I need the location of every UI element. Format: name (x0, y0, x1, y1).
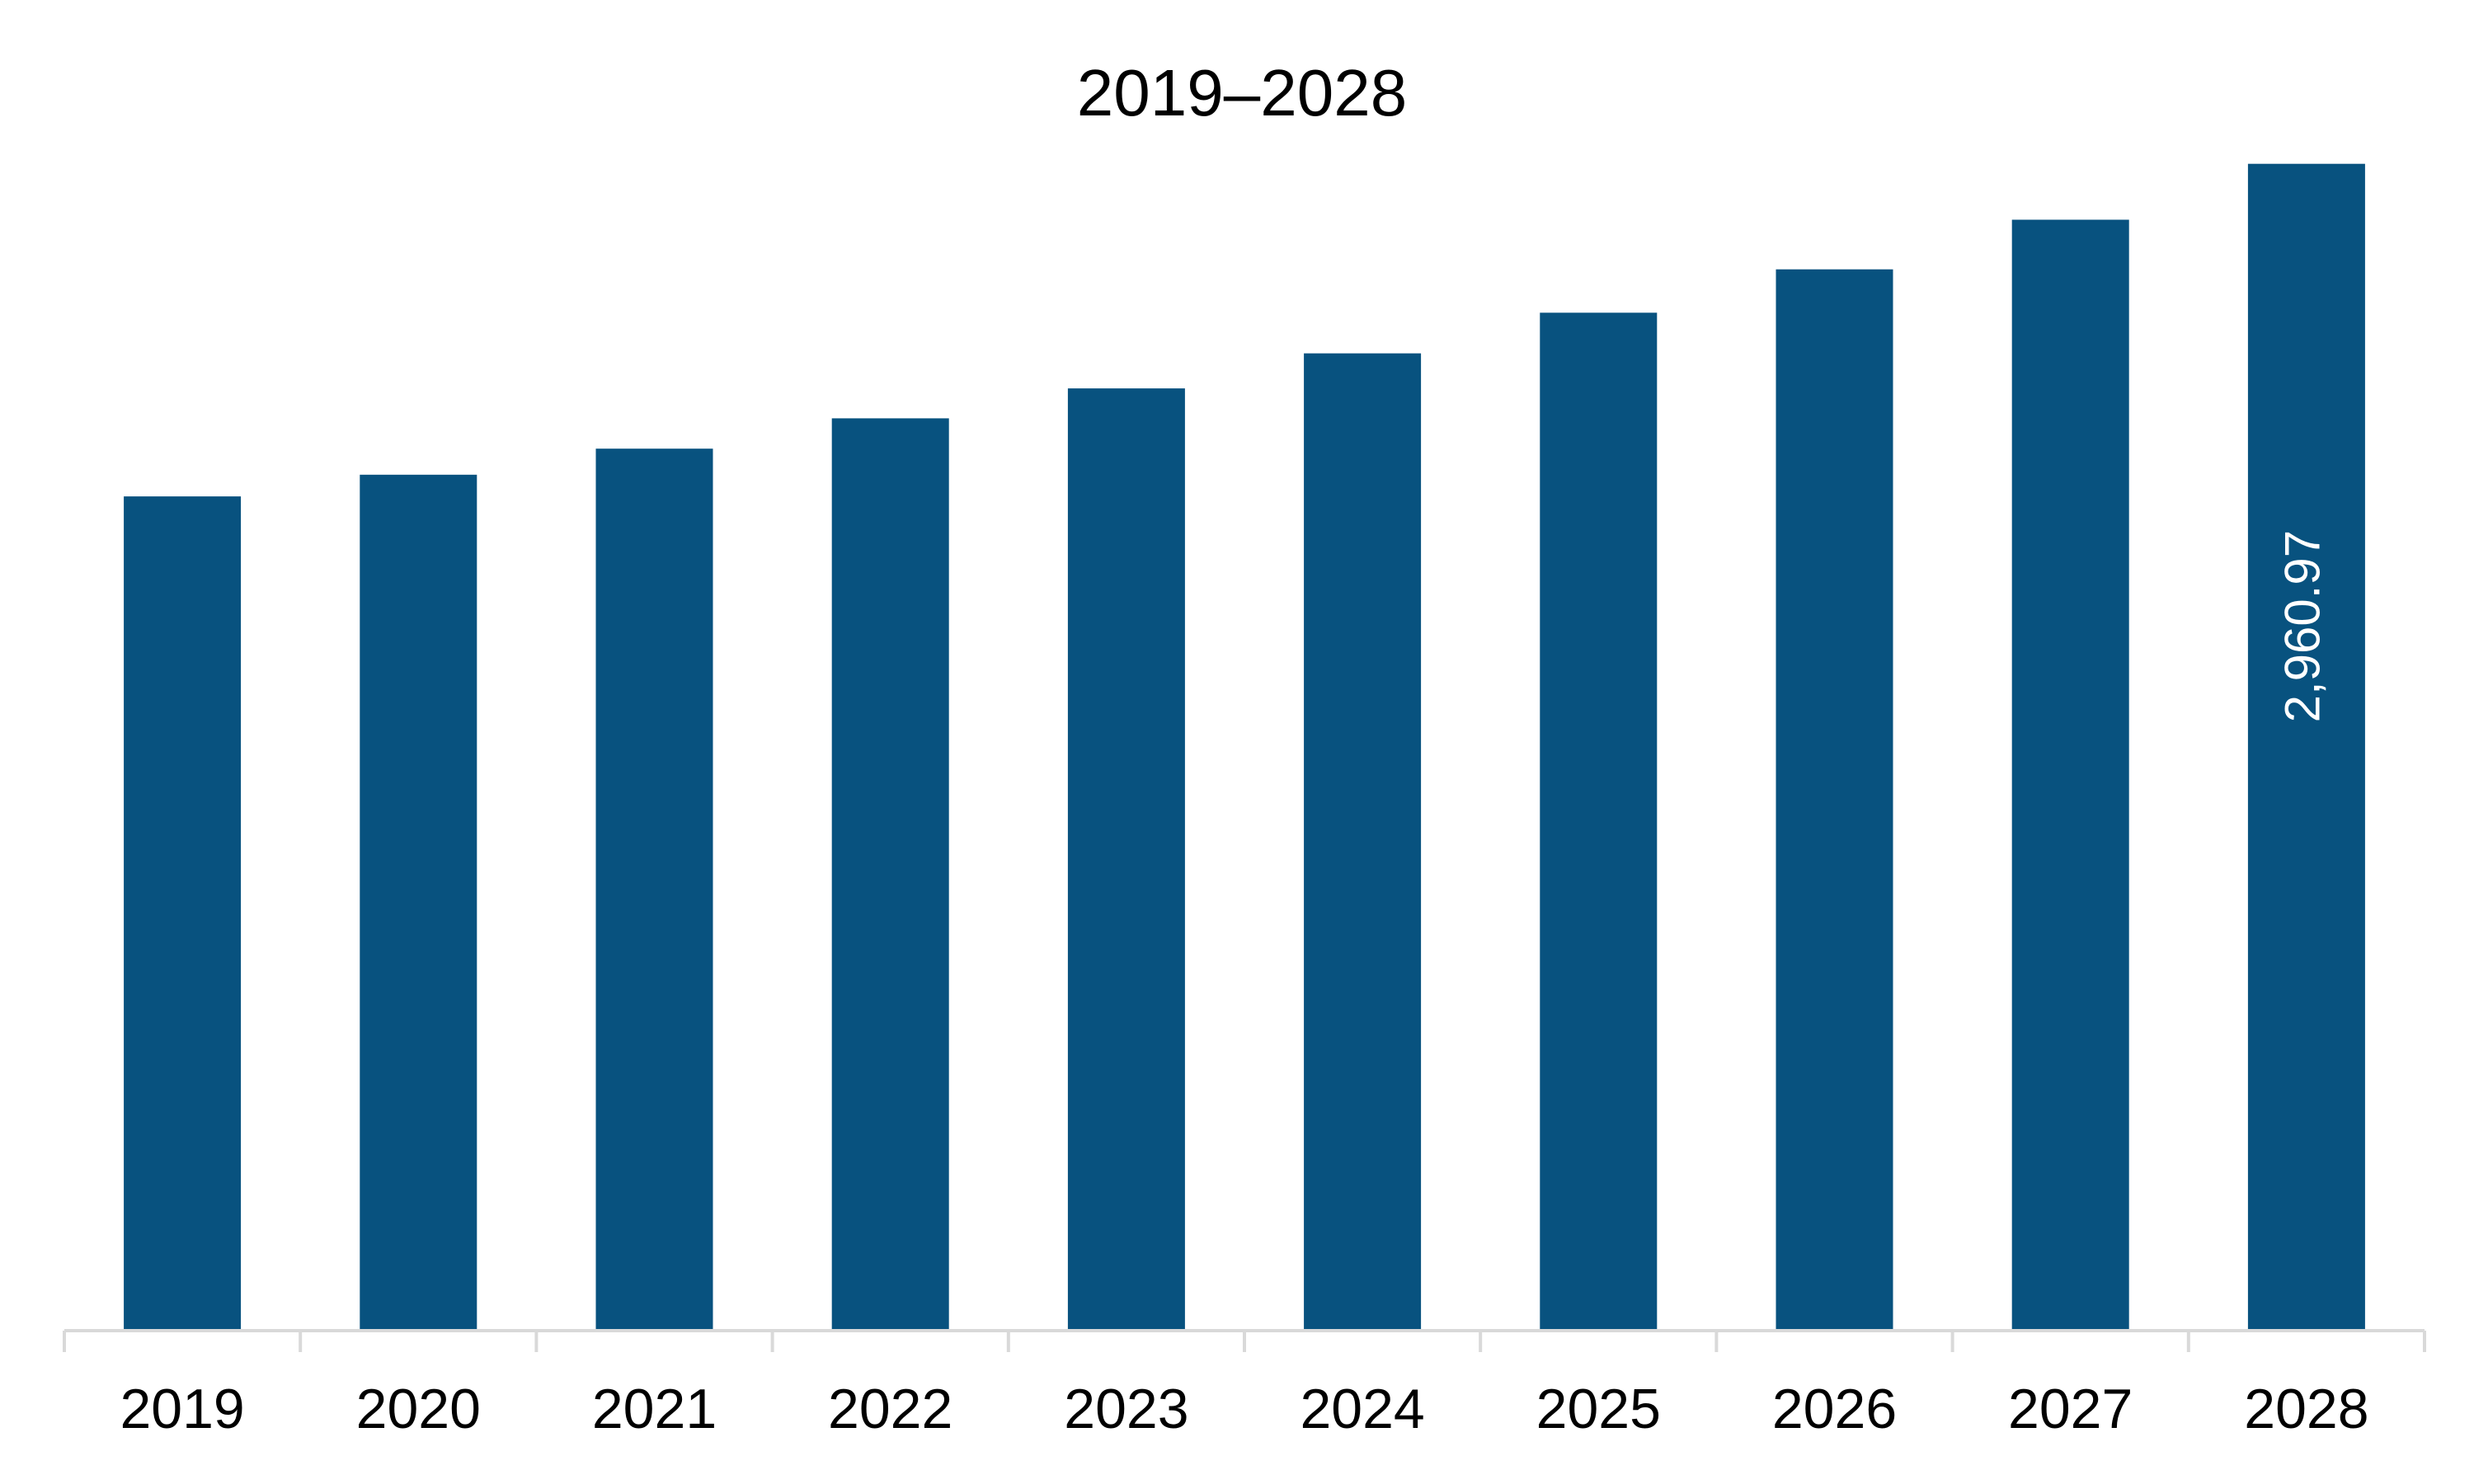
data-labels: 2,960.97 (2275, 530, 2331, 723)
x-tick-label: 2025 (1536, 1378, 1661, 1440)
x-tick-label: 2024 (1300, 1378, 1424, 1440)
x-tick-label: 2019 (120, 1378, 244, 1440)
bar-2025 (1540, 312, 1658, 1331)
x-tick-label: 2022 (828, 1378, 952, 1440)
x-tick-label: 2020 (356, 1378, 481, 1440)
bar-2024 (1304, 353, 1422, 1331)
x-tick-label: 2023 (1064, 1378, 1188, 1440)
bar-2020 (360, 474, 477, 1331)
bar-2021 (595, 448, 713, 1331)
x-tick-labels: 2019 2020 2021 2022 2023 2024 2025 2026 2027 2028 (120, 1378, 2368, 1440)
bar-2027 (2011, 219, 2129, 1331)
bars-layer (124, 163, 2365, 1331)
bar-2028 (2247, 163, 2365, 1331)
bar-2026 (1776, 269, 1893, 1331)
x-tick-label: 2027 (2008, 1378, 2133, 1440)
chart-title: 2019–2028 (1077, 56, 1407, 129)
x-axis (63, 1329, 2426, 1352)
bar-2022 (831, 418, 949, 1331)
bar-2019 (124, 496, 242, 1331)
data-label-2028: 2,960.97 (2275, 530, 2331, 723)
x-tick-label: 2026 (1772, 1378, 1897, 1440)
x-tick-label: 2028 (2244, 1378, 2368, 1440)
bar-2023 (1067, 388, 1185, 1331)
x-tick-label: 2021 (592, 1378, 717, 1440)
